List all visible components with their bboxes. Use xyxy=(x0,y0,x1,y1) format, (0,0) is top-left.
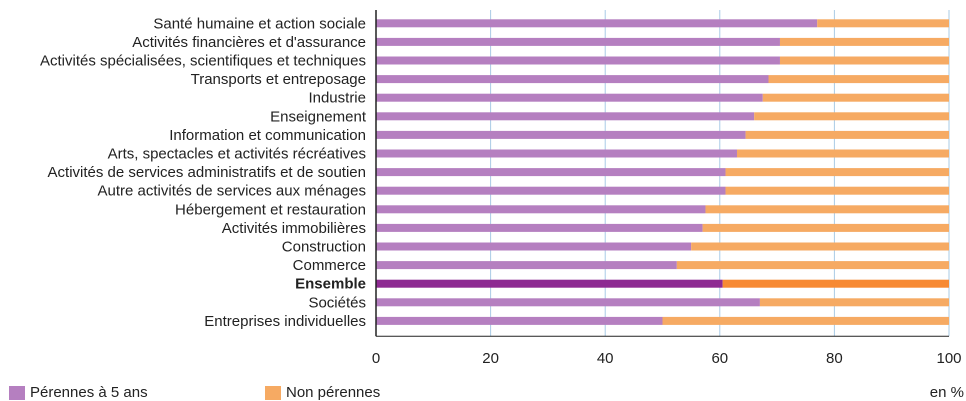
category-label: Entreprises individuelles xyxy=(204,313,366,330)
bar-perennes-1 xyxy=(376,37,780,46)
category-label: Commerce xyxy=(293,257,366,274)
bar-non-perennes-7 xyxy=(736,149,949,158)
category-label: Information et communication xyxy=(169,127,366,144)
bar-perennes-5 xyxy=(376,112,755,121)
bar-non-perennes-13 xyxy=(676,261,949,270)
x-tick-label: 20 xyxy=(482,350,499,367)
legend-item-perennes: Pérennes à 5 ans xyxy=(9,384,148,401)
category-label: Santé humaine et action sociale xyxy=(153,15,366,32)
bar-perennes-12 xyxy=(376,242,692,251)
bar-non-perennes-9 xyxy=(725,186,949,195)
bar-perennes-16 xyxy=(376,316,663,325)
category-label: Hébergement et restauration xyxy=(175,201,366,218)
legend-swatch-non-perennes xyxy=(265,385,281,400)
category-label: Activités financières et d'assurance xyxy=(132,34,366,51)
category-label: Construction xyxy=(282,239,366,256)
bar-non-perennes-0 xyxy=(817,19,949,28)
category-label: Activités de services administratifs et … xyxy=(48,164,366,181)
category-label: Transports et entreposage xyxy=(191,71,366,88)
bar-non-perennes-8 xyxy=(725,168,949,177)
bar-non-perennes-6 xyxy=(745,130,949,139)
stacked-bar-chart: Santé humaine et action sociale Activités… xyxy=(40,10,962,367)
bar-non-perennes-5 xyxy=(754,112,949,121)
x-tick-labels: 0 20 40 60 80 100 xyxy=(372,350,962,367)
x-tick-label: 60 xyxy=(711,350,728,367)
bar-perennes-15 xyxy=(376,298,760,307)
category-label: Autre activités de services aux ménages xyxy=(98,183,366,200)
bar-non-perennes-3 xyxy=(768,75,949,84)
bar-non-perennes-12 xyxy=(691,242,949,251)
bar-perennes-2 xyxy=(376,56,780,65)
legend-label-non-perennes: Non pérennes xyxy=(286,384,381,401)
category-label: Arts, spectacles et activités récréative… xyxy=(108,146,366,163)
bar-perennes-0 xyxy=(376,19,818,28)
legend-item-non-perennes: Non pérennes xyxy=(265,384,380,401)
bar-perennes-7 xyxy=(376,149,737,158)
category-label: Enseignement xyxy=(270,108,367,125)
category-label: Sociétés xyxy=(308,294,366,311)
bar-perennes-14 xyxy=(376,279,723,288)
bar-non-perennes-10 xyxy=(705,205,949,214)
bar-non-perennes-15 xyxy=(759,298,949,307)
bar-non-perennes-14 xyxy=(722,279,949,288)
bar-perennes-13 xyxy=(376,261,677,270)
legend-label-perennes: Pérennes à 5 ans xyxy=(30,384,148,401)
bars xyxy=(376,19,949,325)
bar-non-perennes-11 xyxy=(702,223,949,232)
bar-non-perennes-4 xyxy=(762,93,949,102)
x-tick-label: 100 xyxy=(936,350,961,367)
bar-non-perennes-2 xyxy=(779,56,949,65)
category-labels: Santé humaine et action sociale Activités… xyxy=(40,15,367,330)
bar-non-perennes-16 xyxy=(662,316,949,325)
bar-perennes-6 xyxy=(376,130,746,139)
bar-perennes-3 xyxy=(376,75,769,84)
category-label: Industrie xyxy=(308,90,366,107)
legend-swatch-perennes xyxy=(9,385,25,400)
x-tick-label: 80 xyxy=(826,350,843,367)
unit-label: en % xyxy=(929,384,964,401)
bar-perennes-8 xyxy=(376,168,726,177)
x-tick-label: 0 xyxy=(372,350,380,367)
category-label: Activités immobilières xyxy=(222,220,366,237)
category-label: Ensemble xyxy=(295,276,366,293)
bar-perennes-9 xyxy=(376,186,726,195)
category-label: Activités spécialisées, scientifiques et… xyxy=(40,53,366,70)
bar-perennes-4 xyxy=(376,93,763,102)
bar-perennes-10 xyxy=(376,205,706,214)
bar-perennes-11 xyxy=(376,223,703,232)
bar-non-perennes-1 xyxy=(779,37,949,46)
x-tick-label: 40 xyxy=(597,350,614,367)
